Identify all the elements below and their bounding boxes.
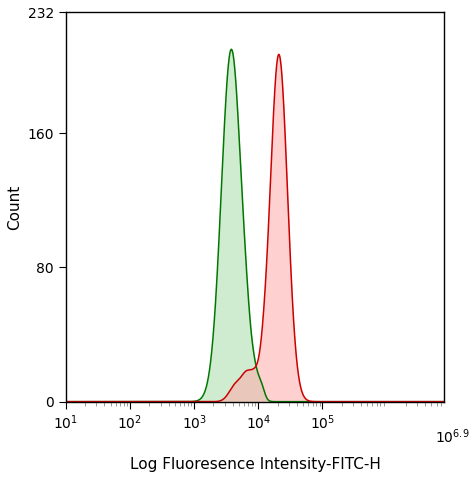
Text: $10^{6.9}$: $10^{6.9}$ (435, 427, 469, 445)
X-axis label: Log Fluoresence Intensity-FITC-H: Log Fluoresence Intensity-FITC-H (129, 457, 380, 472)
Y-axis label: Count: Count (7, 184, 22, 229)
